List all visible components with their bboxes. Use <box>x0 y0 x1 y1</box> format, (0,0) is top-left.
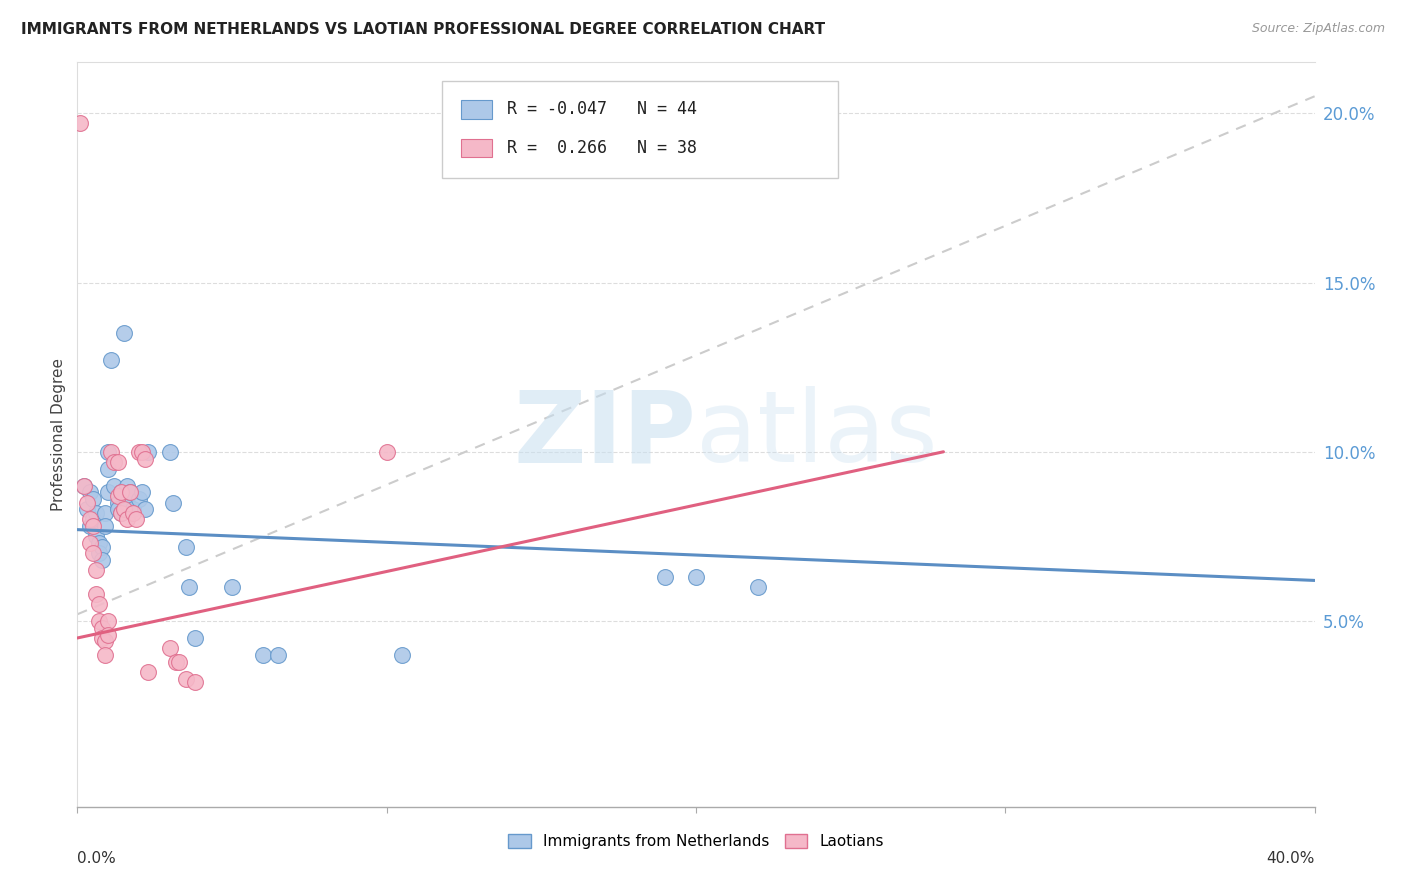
Text: Source: ZipAtlas.com: Source: ZipAtlas.com <box>1251 22 1385 36</box>
Point <box>79 536 101 550</box>
Point <box>184 631 207 645</box>
Point <box>131 485 153 500</box>
Point <box>110 506 132 520</box>
Point <box>107 502 129 516</box>
Point <box>110 485 132 500</box>
Point <box>115 495 138 509</box>
Point <box>82 546 104 560</box>
Point <box>107 489 129 503</box>
Point <box>165 655 187 669</box>
Point <box>125 512 148 526</box>
Point <box>122 506 145 520</box>
FancyBboxPatch shape <box>443 81 838 178</box>
Point <box>72 478 94 492</box>
Point <box>97 444 120 458</box>
Point <box>107 455 129 469</box>
Point <box>110 485 132 500</box>
Text: 0.0%: 0.0% <box>77 851 117 866</box>
Point <box>252 648 274 662</box>
Point <box>91 540 114 554</box>
Point <box>112 326 135 341</box>
Point <box>174 540 197 554</box>
Point <box>110 506 132 520</box>
Point <box>87 597 110 611</box>
Point <box>79 519 101 533</box>
Point <box>184 675 207 690</box>
Point <box>91 621 114 635</box>
Point <box>138 444 160 458</box>
Point <box>84 529 107 543</box>
Point <box>221 580 243 594</box>
Text: IMMIGRANTS FROM NETHERLANDS VS LAOTIAN PROFESSIONAL DEGREE CORRELATION CHART: IMMIGRANTS FROM NETHERLANDS VS LAOTIAN P… <box>21 22 825 37</box>
Point <box>375 444 398 458</box>
Point <box>138 665 160 679</box>
Text: R =  0.266   N = 38: R = 0.266 N = 38 <box>506 139 696 157</box>
Point <box>112 502 135 516</box>
Point <box>87 546 110 560</box>
Point <box>100 353 122 368</box>
Point <box>97 461 120 475</box>
Point <box>91 553 114 567</box>
Point <box>159 444 181 458</box>
Point <box>91 631 114 645</box>
Point <box>162 495 184 509</box>
Text: R = -0.047   N = 44: R = -0.047 N = 44 <box>506 101 696 119</box>
Point <box>94 506 117 520</box>
Point <box>115 512 138 526</box>
Point <box>177 580 200 594</box>
Point <box>654 570 676 584</box>
Point <box>87 614 110 628</box>
Point <box>128 492 150 507</box>
Point <box>82 492 104 507</box>
Legend: Immigrants from Netherlands, Laotians: Immigrants from Netherlands, Laotians <box>502 828 890 855</box>
Text: atlas: atlas <box>696 386 938 483</box>
Point <box>84 563 107 577</box>
Point <box>97 614 120 628</box>
Point <box>82 512 104 526</box>
Point <box>747 580 769 594</box>
Point <box>87 536 110 550</box>
Point <box>82 519 104 533</box>
Point <box>79 512 101 526</box>
Point <box>131 444 153 458</box>
Point <box>72 478 94 492</box>
Point <box>69 116 91 130</box>
Point <box>134 451 156 466</box>
Point <box>84 587 107 601</box>
Point <box>79 485 101 500</box>
Point <box>128 444 150 458</box>
Point <box>76 495 98 509</box>
Point <box>97 627 120 641</box>
Point <box>134 502 156 516</box>
FancyBboxPatch shape <box>461 100 492 119</box>
Point <box>118 485 141 500</box>
Point <box>118 485 141 500</box>
Point <box>174 672 197 686</box>
Point <box>94 634 117 648</box>
Point <box>685 570 707 584</box>
Point <box>267 648 290 662</box>
Point <box>391 648 413 662</box>
Point <box>84 506 107 520</box>
Point <box>159 641 181 656</box>
Point <box>103 478 125 492</box>
Point <box>122 502 145 516</box>
Point <box>76 502 98 516</box>
Point <box>100 444 122 458</box>
Y-axis label: Professional Degree: Professional Degree <box>51 359 66 511</box>
Text: ZIP: ZIP <box>513 386 696 483</box>
Point <box>103 455 125 469</box>
Point <box>94 648 117 662</box>
Point <box>115 478 138 492</box>
Point <box>97 485 120 500</box>
Point <box>169 655 191 669</box>
Point <box>107 495 129 509</box>
Text: 40.0%: 40.0% <box>1267 851 1315 866</box>
Point <box>94 519 117 533</box>
FancyBboxPatch shape <box>461 139 492 157</box>
